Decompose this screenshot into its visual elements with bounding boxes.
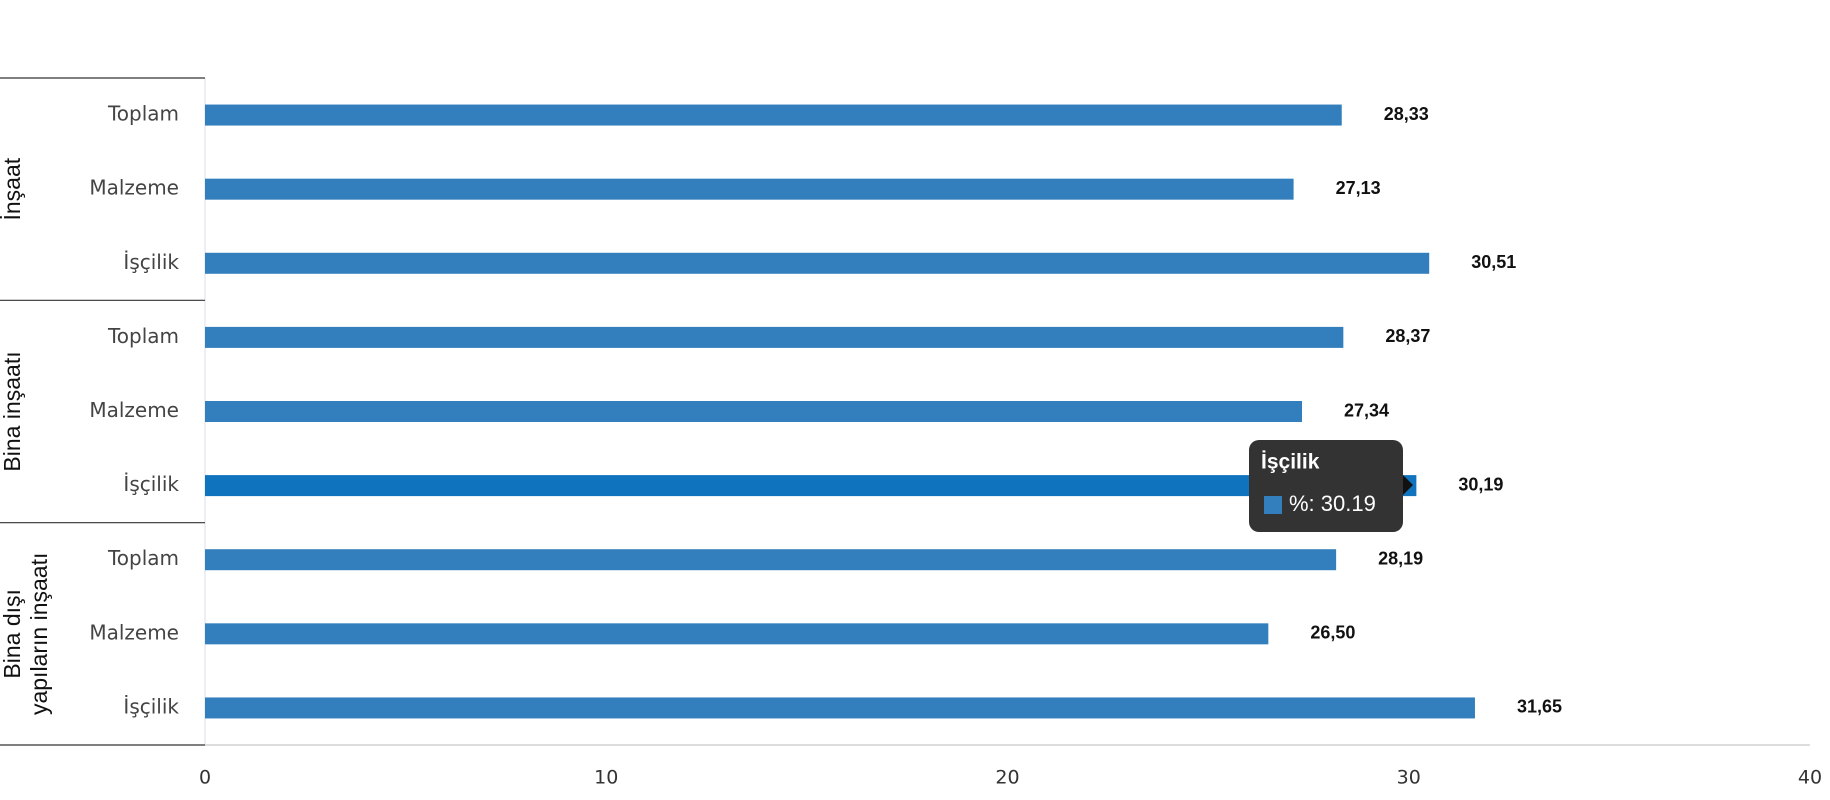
bar — [205, 104, 1342, 126]
group-label: Bina dışı — [0, 589, 25, 679]
data-label: 27,34 — [1344, 400, 1389, 420]
x-tick-label: 20 — [995, 767, 1019, 789]
x-tick-label: 40 — [1798, 767, 1822, 789]
y-tick-label: İşçilik — [123, 472, 179, 496]
group-label: Bina inşaatı — [0, 351, 25, 471]
data-label: 26,50 — [1310, 623, 1355, 643]
data-label: 28,37 — [1385, 326, 1430, 346]
bar — [205, 475, 1417, 497]
y-tick-label: Malzeme — [89, 398, 179, 422]
data-label: 30,19 — [1458, 474, 1503, 494]
group-label: yapıların inşaatı — [26, 553, 52, 715]
y-tick-label: İşçilik — [123, 694, 179, 718]
data-label: 27,13 — [1336, 178, 1381, 198]
tooltip-arrow — [1403, 475, 1413, 495]
y-tick-label: Toplam — [107, 102, 179, 126]
bar — [205, 401, 1303, 422]
bar — [205, 252, 1430, 274]
data-label: 31,65 — [1517, 697, 1562, 717]
x-tick-label: 0 — [199, 767, 211, 789]
group-label: İnşaat — [0, 157, 25, 220]
y-tick-label: Malzeme — [89, 620, 179, 644]
bar — [205, 549, 1337, 571]
tooltip-title: İşçilik — [1261, 451, 1320, 474]
data-label: 28,33 — [1384, 104, 1429, 124]
data-label: 30,51 — [1471, 252, 1516, 272]
bar — [205, 623, 1269, 645]
bar — [205, 178, 1294, 200]
x-tick-label: 30 — [1397, 767, 1421, 789]
y-tick-label: Malzeme — [89, 176, 179, 200]
bar — [205, 697, 1475, 719]
y-tick-label: Toplam — [107, 546, 179, 570]
bar — [205, 326, 1344, 348]
y-tick-label: İşçilik — [123, 250, 179, 274]
x-tick-label: 10 — [594, 767, 618, 789]
data-label: 28,19 — [1378, 548, 1423, 568]
tooltip-box — [1249, 440, 1403, 532]
tooltip-swatch — [1264, 496, 1282, 514]
tooltip: İşçilik %: 30.19 — [1249, 440, 1413, 532]
y-tick-label: Toplam — [107, 324, 179, 348]
tooltip-text: %: 30.19 — [1289, 491, 1376, 516]
